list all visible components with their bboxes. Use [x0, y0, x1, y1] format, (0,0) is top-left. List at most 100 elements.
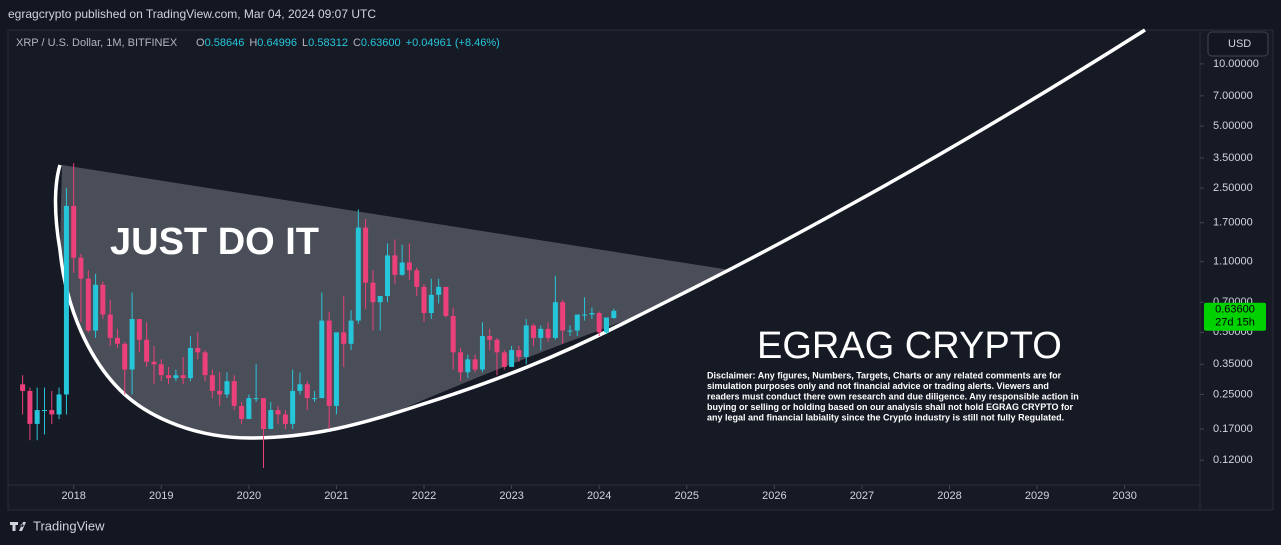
y-tick-label: 3.50000: [1213, 152, 1253, 164]
brand: TradingView: [33, 518, 105, 533]
candle-body: [180, 375, 186, 379]
candle-body: [552, 302, 558, 338]
candle-body: [85, 278, 91, 331]
y-tick-label: 7.00000: [1213, 90, 1253, 102]
legend-value: 0.58646: [205, 37, 245, 49]
candle-body: [377, 296, 383, 303]
candle-body: [421, 286, 427, 314]
candle-body: [34, 410, 40, 424]
countdown: 27d 15h: [1215, 317, 1255, 329]
y-tick-label: 0.12000: [1213, 454, 1253, 466]
candle-body: [144, 339, 150, 362]
disclaimer-line: Disclaimer: Any figures, Numbers, Target…: [707, 370, 1062, 380]
candle-body: [414, 270, 420, 287]
candle-body: [290, 390, 296, 424]
candle-body: [443, 286, 449, 317]
candle-body: [574, 314, 580, 331]
legend-value: +0.04961 (+8.46%): [406, 37, 500, 49]
candle-body: [530, 325, 536, 338]
candle-body: [603, 317, 609, 333]
price-label: 0.63600: [1215, 304, 1255, 316]
legend-key: C: [353, 37, 361, 49]
candle-body: [42, 410, 48, 412]
candle-body: [151, 361, 157, 365]
candle-body: [319, 320, 325, 399]
candle-body: [173, 375, 179, 379]
candle-body: [187, 347, 193, 379]
disclaimer-line: buying or selling or holding based on ou…: [707, 402, 1074, 412]
candle-body: [363, 227, 369, 283]
candle-body: [304, 384, 310, 399]
x-tick-label: 2028: [937, 490, 961, 502]
candle-body: [487, 335, 493, 340]
y-tick-label: 0.17000: [1213, 423, 1253, 435]
candle-body: [458, 352, 464, 373]
y-tick-label: 1.10000: [1213, 256, 1253, 268]
candle-body: [122, 343, 128, 370]
x-tick-label: 2027: [850, 490, 874, 502]
currency[interactable]: USD: [1228, 38, 1251, 50]
legend-value: 0.63600: [361, 37, 401, 49]
legend-key: H: [249, 37, 257, 49]
disclaimer-line: simulation purposes only and not financi…: [707, 381, 1049, 391]
candle-body: [523, 325, 529, 357]
symbol: XRP / U.S. Dollar, 1M, BITFINEX: [16, 37, 178, 49]
price-label-box: [1204, 302, 1266, 331]
candle-body: [501, 352, 507, 367]
candle-body: [209, 375, 215, 391]
candle-body: [479, 335, 485, 370]
candle-body: [246, 398, 252, 420]
y-tick-label: 5.00000: [1213, 120, 1253, 132]
candle-body: [231, 381, 237, 406]
candle-body: [78, 257, 84, 279]
candle-body: [582, 314, 588, 316]
ohlc-legend: O 0.58646 H 0.64996 L 0.58312 C 0.63600 +0.04961…: [196, 37, 500, 49]
candle-body: [100, 284, 106, 315]
candle-body: [509, 350, 515, 367]
x-tick-label: 2023: [499, 490, 523, 502]
y-tick-label: 10.00000: [1213, 58, 1259, 70]
y-tick-label: 0.25000: [1213, 388, 1253, 400]
candle-body: [114, 337, 120, 344]
disclaimer-line: any legal and financial labiality since …: [707, 412, 1064, 422]
candle-body: [217, 390, 223, 395]
candle-body: [63, 205, 69, 395]
candle-body: [355, 227, 361, 321]
candle-body: [312, 398, 318, 400]
candle-body: [341, 332, 347, 344]
candle-body: [611, 310, 617, 319]
disclaimer: Disclaimer: Any figures, Numbers, Target…: [707, 370, 1079, 422]
candle-body: [49, 410, 55, 415]
chart-frame: [7, 29, 1274, 511]
legend-value: 0.64996: [257, 37, 297, 49]
candle-body: [436, 286, 442, 295]
currency-button[interactable]: [1207, 31, 1269, 57]
y-tick-label: 0.35000: [1213, 358, 1253, 370]
candle-body: [516, 350, 522, 357]
plot: [20, 163, 617, 469]
candle-body: [253, 398, 259, 400]
candle-body: [538, 328, 544, 338]
x-tick-label: 2030: [1112, 490, 1136, 502]
candle-body: [20, 384, 26, 391]
x-tick-label: 2024: [587, 490, 611, 502]
x-tick-label: 2020: [237, 490, 261, 502]
candle-body: [260, 398, 266, 430]
x-tick-label: 2021: [324, 490, 348, 502]
candle-body: [589, 313, 595, 315]
candle-body: [560, 302, 566, 331]
candle-body: [224, 381, 230, 395]
legend-value: 0.58312: [308, 37, 348, 49]
candle-body: [399, 262, 405, 275]
candle-body: [333, 332, 339, 406]
candle-body: [158, 364, 164, 376]
candle-body: [370, 282, 376, 303]
candle-body: [136, 319, 142, 340]
candle-body: [450, 316, 456, 353]
y-tick-label: 2.50000: [1213, 182, 1253, 194]
annotation: EGRAG CRYPTO: [757, 325, 1062, 367]
candle-body: [392, 255, 398, 275]
candle-body: [472, 359, 478, 370]
candle-body: [465, 359, 471, 373]
